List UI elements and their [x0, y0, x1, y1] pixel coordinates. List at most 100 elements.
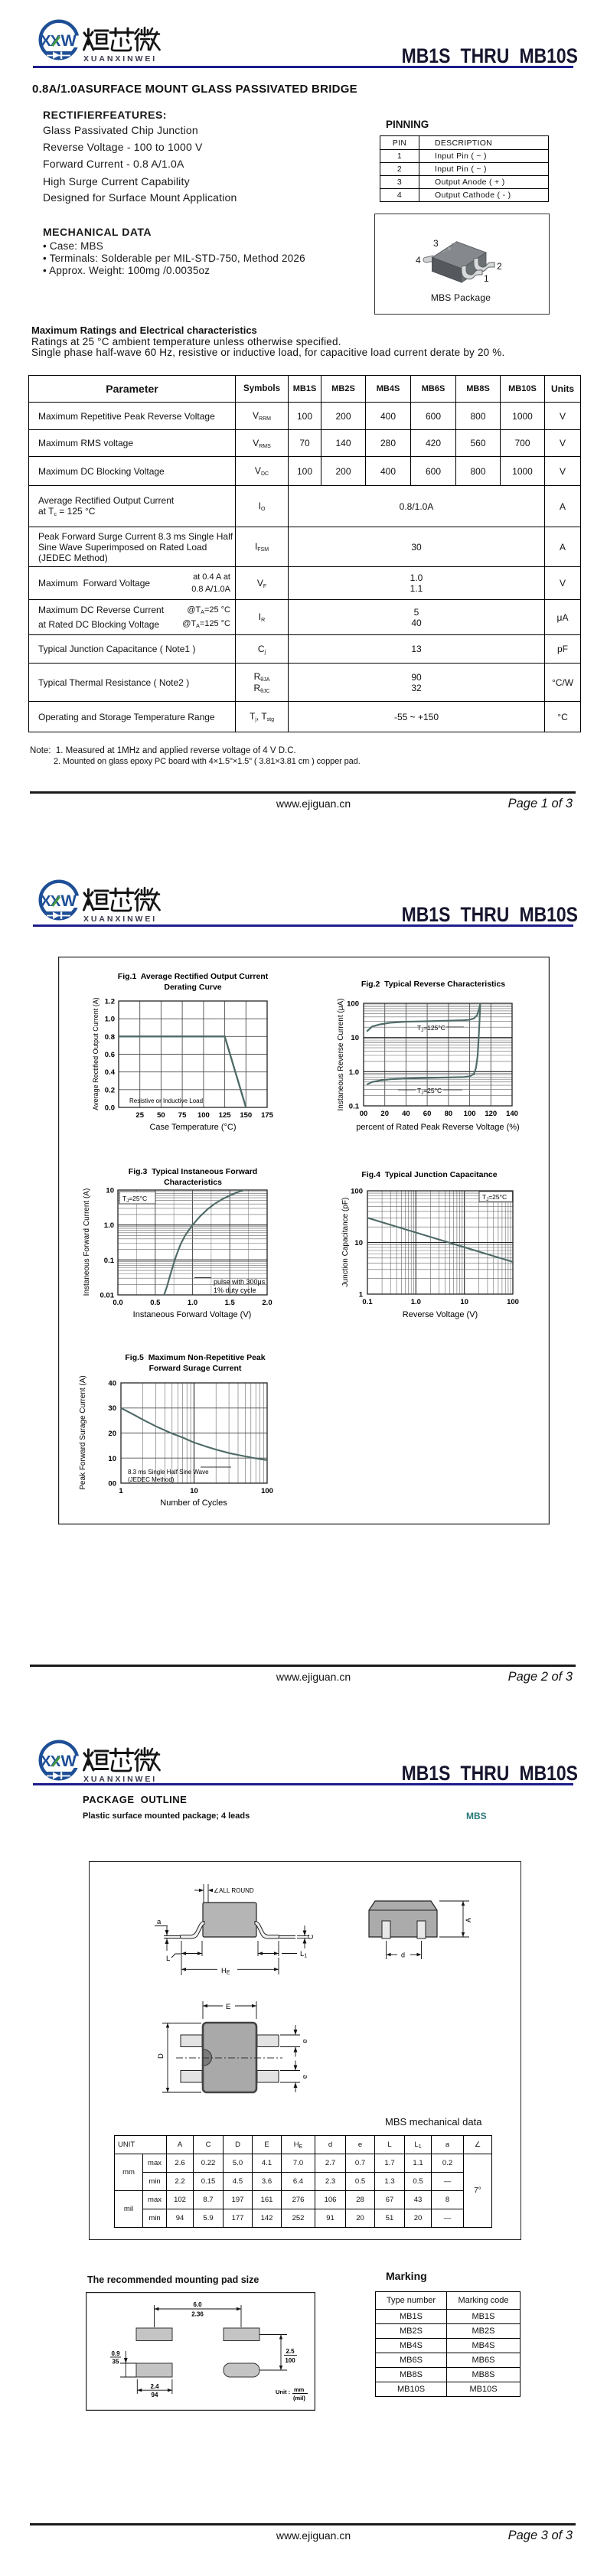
svg-text:Instaneous Reverse Current (μ: Instaneous Reverse Current (μA): [337, 999, 345, 1111]
svg-text:120: 120: [485, 1110, 497, 1118]
svg-text:Peak Forward Surage Current (A: Peak Forward Surage Current (A): [79, 1375, 87, 1490]
svg-text:mm: mm: [294, 2386, 305, 2393]
svg-text:e: e: [301, 2075, 309, 2079]
svg-text:a: a: [157, 1918, 162, 1926]
svg-text:Fig.4 Typical Junction Capaci: Fig.4 Typical Junction Capacitance: [361, 1170, 497, 1179]
svg-text:TJ=125°C: TJ=125°C: [417, 1024, 445, 1033]
svg-text:W: W: [61, 1752, 77, 1770]
svg-text:1.2: 1.2: [105, 998, 115, 1006]
svg-text:e: e: [301, 2040, 309, 2043]
svg-text:2.4: 2.4: [150, 2383, 159, 2390]
svg-text:10: 10: [190, 1487, 198, 1495]
svg-text:1.5: 1.5: [225, 1299, 236, 1307]
svg-text:(JEDEC Method): (JEDEC Method): [128, 1476, 175, 1483]
svg-text:Characteristics: Characteristics: [164, 1178, 222, 1187]
svg-text:40: 40: [108, 1380, 116, 1388]
svg-text:10: 10: [460, 1298, 468, 1306]
svg-text:Resistive or Inductive Load: Resistive or Inductive Load: [129, 1097, 203, 1104]
svg-text:(mil): (mil): [293, 2395, 305, 2402]
svg-text:150: 150: [240, 1111, 252, 1120]
svg-text:1: 1: [119, 1487, 123, 1495]
svg-text:Instaneous Forward Current (A): Instaneous Forward Current (A): [83, 1189, 91, 1296]
svg-text:2.0: 2.0: [262, 1299, 272, 1307]
svg-text:XX: XX: [41, 1753, 61, 1770]
svg-text:2.36: 2.36: [191, 2311, 204, 2318]
svg-text:140: 140: [506, 1110, 518, 1118]
svg-text:XUANXINWEI: XUANXINWEI: [83, 1775, 157, 1784]
svg-text:Fig.5 Maximum Non-Repetitive: Fig.5 Maximum Non-Repetitive Peak: [125, 1353, 265, 1362]
svg-text:30: 30: [108, 1404, 116, 1413]
svg-text:0.01: 0.01: [100, 1292, 115, 1300]
svg-text:94: 94: [152, 2392, 158, 2398]
svg-text:0.1: 0.1: [104, 1257, 115, 1265]
svg-text:100: 100: [285, 2357, 295, 2364]
svg-text:C: C: [307, 1934, 315, 1939]
svg-text:00: 00: [360, 1110, 368, 1118]
svg-text:L: L: [166, 1955, 170, 1963]
svg-text:Forward Surage Current: Forward Surage Current: [149, 1364, 242, 1373]
svg-text:XX: XX: [41, 32, 61, 50]
svg-text:10: 10: [354, 1239, 363, 1247]
svg-text:20: 20: [108, 1430, 116, 1438]
svg-text:40: 40: [402, 1110, 410, 1118]
svg-text:Fig.1 Average Rectified Outpu: Fig.1 Average Rectified Output Current: [118, 972, 269, 981]
svg-text:XUANXINWEI: XUANXINWEI: [83, 54, 157, 64]
svg-text:0.8: 0.8: [105, 1033, 115, 1042]
svg-text:4: 4: [416, 255, 421, 266]
svg-text:125: 125: [219, 1111, 232, 1120]
svg-text:1.0: 1.0: [349, 1068, 359, 1077]
svg-text:100: 100: [197, 1111, 210, 1120]
svg-text:L1: L1: [300, 1950, 307, 1959]
svg-text:TJ=25°C: TJ=25°C: [122, 1195, 147, 1204]
svg-text:TJ=25°C: TJ=25°C: [482, 1193, 507, 1202]
svg-text:0.0: 0.0: [105, 1104, 115, 1113]
svg-text:W: W: [61, 892, 77, 910]
svg-text:D: D: [157, 2053, 165, 2059]
svg-text:0.2: 0.2: [105, 1086, 115, 1094]
svg-text:1: 1: [359, 1291, 364, 1299]
svg-text:25: 25: [135, 1111, 144, 1120]
svg-text:0.9: 0.9: [111, 2350, 120, 2357]
svg-text:Number of Cycles: Number of Cycles: [160, 1498, 227, 1508]
svg-text:Reverse Voltage (V): Reverse Voltage (V): [403, 1310, 478, 1319]
svg-text:100: 100: [351, 1188, 363, 1196]
svg-text:Derating Curve: Derating Curve: [164, 983, 221, 992]
svg-text:175: 175: [261, 1111, 274, 1120]
svg-text:10: 10: [351, 1034, 359, 1042]
svg-text:percent of Rated Peak Reverse: percent of Rated Peak Reverse Voltage (%…: [356, 1123, 519, 1132]
svg-text:0.1: 0.1: [349, 1103, 360, 1111]
svg-text:W: W: [61, 31, 77, 50]
svg-text:Case Temperature (°C): Case Temperature (°C): [149, 1123, 236, 1132]
svg-text:0.5: 0.5: [150, 1299, 161, 1307]
svg-text:1.0: 1.0: [104, 1221, 114, 1230]
svg-text:Instaneous Forward Voltage (V): Instaneous Forward Voltage (V): [133, 1310, 252, 1319]
svg-text:10: 10: [108, 1455, 116, 1463]
svg-text:1.0: 1.0: [188, 1299, 197, 1307]
svg-text:00: 00: [108, 1480, 116, 1489]
svg-text:0.1: 0.1: [362, 1298, 373, 1306]
svg-text:0.4: 0.4: [105, 1068, 116, 1077]
svg-text:50: 50: [157, 1111, 165, 1120]
svg-text:80: 80: [445, 1110, 453, 1118]
svg-text:∠ALL ROUND: ∠ALL ROUND: [214, 1887, 254, 1894]
svg-text:Fig.2 Typical Reverse Charact: Fig.2 Typical Reverse Characteristics: [361, 980, 505, 989]
svg-text:35: 35: [113, 2359, 119, 2366]
svg-text:Unit :: Unit :: [276, 2389, 290, 2395]
svg-text:100: 100: [347, 1000, 359, 1009]
svg-text:Average Rectified Output Curre: Average Rectified Output Current (A): [92, 997, 100, 1110]
svg-text:XX: XX: [41, 892, 61, 910]
svg-text:3: 3: [433, 238, 439, 249]
svg-text:A: A: [465, 1918, 472, 1922]
svg-text:0.0: 0.0: [113, 1299, 122, 1307]
svg-text:HE: HE: [221, 1967, 230, 1976]
svg-text:TJ=25°C: TJ=25°C: [417, 1087, 442, 1096]
svg-text:20: 20: [380, 1110, 389, 1118]
svg-text:75: 75: [178, 1111, 187, 1120]
svg-text:pulse with 300μs: pulse with 300μs: [214, 1278, 266, 1286]
svg-text:1.0: 1.0: [411, 1298, 421, 1306]
svg-text:100: 100: [261, 1487, 273, 1495]
svg-text:1: 1: [484, 273, 489, 284]
svg-text:XUANXINWEI: XUANXINWEI: [83, 915, 157, 924]
svg-text:60: 60: [423, 1110, 432, 1118]
svg-text:Fig.3 Typical Instaneous Forw: Fig.3 Typical Instaneous Forward: [129, 1167, 257, 1176]
